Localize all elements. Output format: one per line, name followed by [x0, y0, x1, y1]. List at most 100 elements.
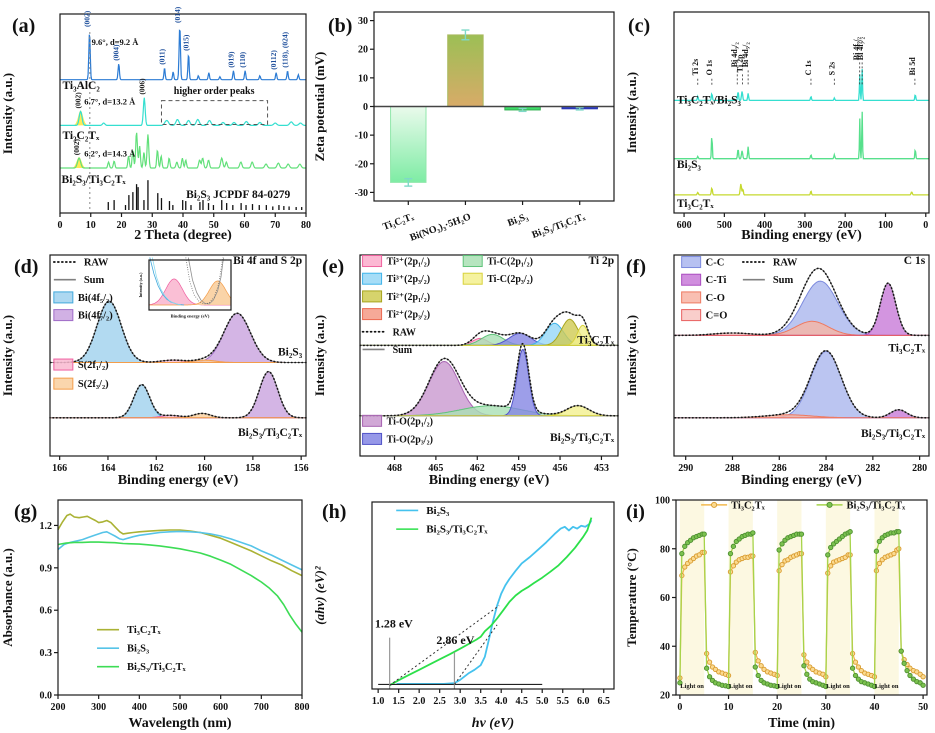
annotation: (019) — [226, 51, 235, 68]
y-axis-title: Intensity (a.u.) — [312, 315, 327, 396]
x-tick-label: 164 — [100, 463, 115, 474]
y-axis-title: Intensity (a.u.) — [0, 315, 15, 396]
composite-photothermal-marker — [828, 544, 834, 551]
light-on-band — [728, 500, 753, 695]
annotation: Ti 2p — [588, 255, 614, 267]
x-tick-label: 1.0 — [372, 696, 385, 707]
axis-frame — [359, 254, 619, 457]
legend-label: S(2f₁/₂) — [78, 360, 109, 371]
ti3c2tx-photothermal-marker — [779, 561, 785, 568]
ti3alc2-xrd-trace-line — [60, 29, 306, 81]
annotation: (011) — [158, 48, 167, 64]
annotation: 6.7°, d=13.2 Å — [84, 97, 136, 107]
legend-label: Bi₂S₃/Ti₃C₂Tₓ — [127, 662, 187, 673]
annotation: Bi 4d₃/₂ — [730, 42, 739, 68]
category-label: Bi₂S₃ — [506, 211, 530, 229]
x-axis-title: Binding energy (eV) — [741, 228, 862, 243]
composite-c1s-fit-component — [674, 351, 929, 419]
y-tick-label: 20 — [358, 45, 368, 56]
annotation: (014) — [173, 6, 182, 23]
legend-swatch — [681, 309, 702, 322]
x-tick-label: 459 — [511, 463, 526, 474]
annotation: Light on — [778, 683, 802, 690]
legend-label: Ti²⁺(2p₁/₂) — [387, 292, 431, 303]
x-tick-label: 40 — [869, 702, 879, 713]
legend-swatch — [362, 255, 383, 268]
ti3c2tx-photothermal-marker — [852, 659, 859, 665]
composite-photothermal-marker — [776, 547, 782, 553]
x-tick-label: 700 — [254, 702, 269, 713]
x-tick-label: 6.5 — [597, 696, 610, 707]
light-on-band — [825, 500, 851, 695]
ti3c2tx-bi2s3-survey-line — [674, 68, 929, 102]
x-tick-label: 465 — [428, 463, 443, 474]
x-tick-label: 462 — [470, 463, 485, 474]
x-axis-title: Wavelength (nm) — [128, 716, 231, 731]
ti3c2tx-photothermal-marker — [920, 674, 926, 680]
category-label: Bi₂S₃/Ti₃C₂Tₓ — [531, 211, 587, 240]
annotation: (0112) — [269, 50, 278, 70]
composite-photothermal-marker — [677, 680, 683, 686]
x-tick-label: 160 — [197, 463, 212, 474]
x-tick-label: 2.0 — [413, 696, 426, 707]
composite-photothermal-marker — [682, 543, 688, 549]
ti3c2tx-photothermal-marker — [761, 666, 767, 673]
composite-photothermal-marker — [727, 550, 734, 557]
x-tick-label: 286 — [772, 463, 787, 474]
composite-c1s-fit-raw — [673, 349, 930, 419]
ti3c2tx-xrd-trace-line — [60, 97, 306, 127]
annotation: 6.2°, d=14.3 Å — [84, 148, 136, 158]
legend-label: Ti₃C₂Tₓ — [731, 500, 766, 511]
x-tick-label: 300 — [91, 702, 106, 713]
panel-letter: (b) — [328, 15, 352, 37]
x-tick-label: 30 — [821, 702, 831, 713]
x-tick-label: 70 — [270, 220, 280, 231]
inset-raw-line — [185, 257, 223, 305]
panel-letter: (f) — [626, 256, 646, 278]
y-axis-title: Intensity (a.u.) — [0, 73, 15, 154]
annotation: Ti₃C₂Tₓ — [577, 334, 615, 346]
annotation: Ti₃C₂Tₓ — [62, 130, 100, 142]
annotation: C 1s — [804, 60, 813, 75]
category-label: Ti₃C₂Tₓ — [381, 211, 415, 232]
legend-swatch — [362, 308, 383, 321]
legend-label: Ti³⁺(2p₁/₂) — [387, 257, 431, 268]
legend-label: Ti-O(2p₃/₂) — [387, 434, 433, 445]
inset-bi-tail2-line — [151, 257, 181, 306]
legend-label: Ti-O(2p₁/₂) — [387, 416, 433, 427]
y-tick-label: 0 — [363, 102, 368, 113]
legend-swatch — [362, 414, 383, 427]
panel-g-absorbance-chart: 200 300 400 500 600 700 800 0.0 0.3 0.6 0.9 1.2 Wave… — [0, 499, 310, 731]
composite-photothermal-marker — [910, 676, 917, 682]
x-tick-label: 453 — [594, 463, 609, 474]
composite-photothermal-marker — [876, 538, 882, 545]
composite-photothermal-marker — [703, 665, 710, 671]
legend-label: Bi₂S₃/Ti₃C₂Tₓ — [426, 524, 488, 536]
composite-photothermal-marker — [873, 548, 880, 554]
y-axis-title: Absorbance (a.u.) — [0, 548, 15, 647]
composite-absorbance-line — [57, 541, 303, 633]
light-on-band — [679, 500, 705, 695]
x-tick-label: 200 — [51, 702, 66, 713]
x-tick-label: 40 — [178, 220, 188, 231]
y-tick-label: 80 — [660, 544, 670, 555]
x-tick-label: 10 — [724, 702, 734, 713]
ti3c2tx-photothermal-marker — [755, 658, 761, 664]
y-tick-label: 20 — [660, 691, 670, 702]
ti3c2tx-c1s-fit-raw — [673, 267, 930, 337]
annotation: (004) — [112, 44, 121, 61]
annotation: 9.6°, d=9.2 Å — [92, 37, 140, 47]
composite-photothermal-marker — [920, 682, 926, 688]
x-tick-label: 288 — [725, 463, 740, 474]
legend-swatch — [462, 255, 483, 268]
x-tick-label: 282 — [865, 463, 880, 474]
x-tick-label: 100 — [878, 220, 893, 231]
x-tick-label: 0 — [923, 220, 928, 231]
composite-photothermal-marker — [825, 552, 831, 558]
bi2s3-survey-line — [674, 111, 929, 160]
y-axis-title: Zeta potential (mV) — [312, 52, 327, 162]
legend-marker — [711, 501, 718, 508]
composite-photothermal-marker — [904, 667, 910, 674]
legend-label: Sum — [393, 345, 413, 356]
annotation: Ti 2p — [735, 54, 744, 72]
